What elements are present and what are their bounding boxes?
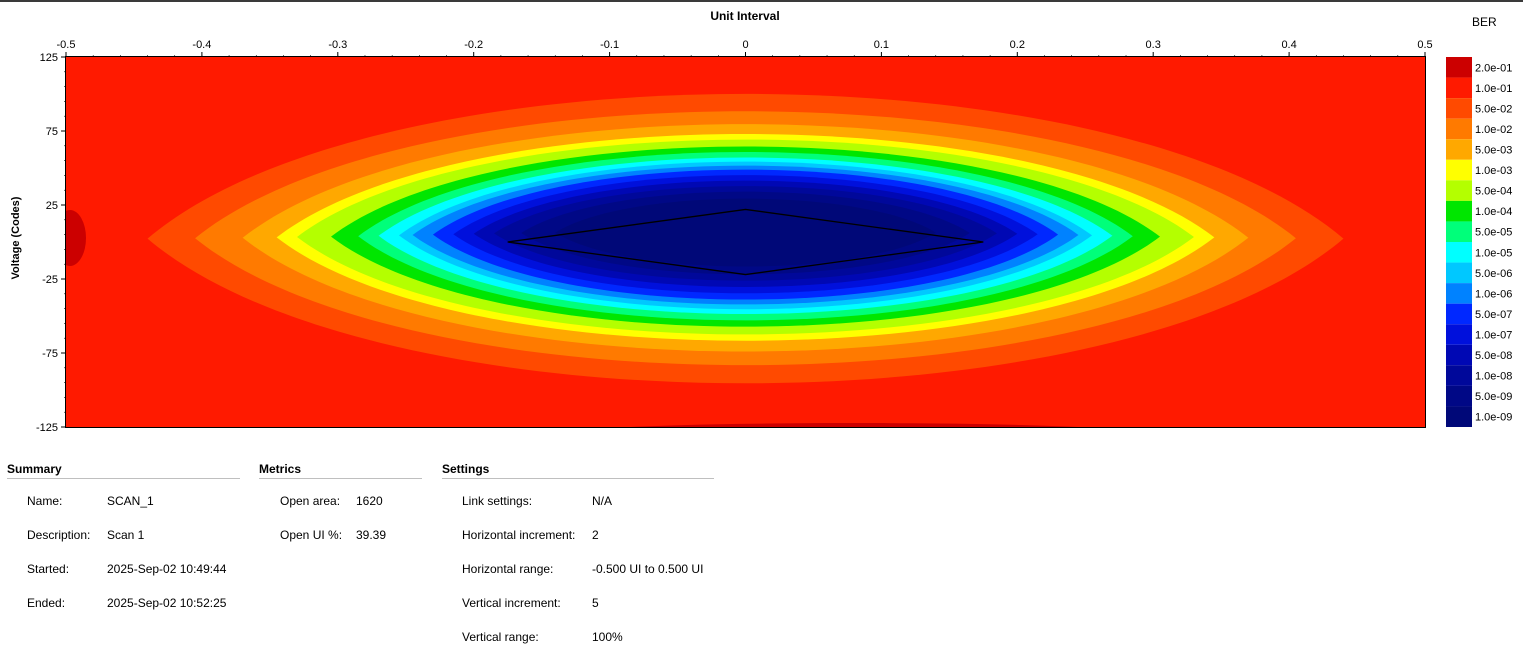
summary-ended-value: 2025-Sep-02 10:52:25 [107, 596, 227, 610]
metrics-divider [259, 478, 422, 479]
legend-label: 1.0e-04 [1475, 206, 1512, 218]
heatmap-edge-bottom [630, 423, 1078, 427]
legend-label: 5.0e-04 [1475, 186, 1512, 198]
legend-swatch [1446, 262, 1472, 284]
legend-label: 5.0e-02 [1475, 103, 1512, 115]
y-tick-label: 75 [46, 126, 58, 138]
legend-label: 1.0e-03 [1475, 165, 1512, 177]
legend-swatch [1446, 324, 1472, 345]
legend-label: 1.0e-07 [1475, 330, 1512, 342]
legend-swatch [1446, 180, 1472, 201]
summary-ended-label: Ended: [27, 596, 66, 610]
x-tick-label: 0.3 [1146, 39, 1161, 51]
summary-title: Summary [7, 462, 62, 476]
settings-v-range-label: Vertical range: [462, 630, 539, 644]
legend-swatch [1446, 200, 1472, 222]
x-tick-label: -0.2 [464, 39, 483, 51]
metrics-open-ui-label: Open UI %: [280, 528, 343, 542]
summary-name-value: SCAN_1 [107, 494, 154, 508]
x-tick-label: 0.4 [1281, 39, 1296, 51]
legend-swatch [1446, 303, 1472, 325]
legend-label: 5.0e-08 [1475, 350, 1512, 362]
legend-swatch [1446, 77, 1472, 99]
settings-divider [442, 478, 714, 479]
x-tick-label: 0.2 [1010, 39, 1025, 51]
legend-label: 1.0e-05 [1475, 247, 1512, 259]
legend-swatch [1446, 118, 1472, 140]
settings-h-increment-label: Horizontal increment: [462, 528, 576, 542]
legend-label: 5.0e-06 [1475, 268, 1512, 280]
legend-label: 5.0e-03 [1475, 145, 1512, 157]
y-tick-label: -75 [42, 348, 58, 360]
summary-started-label: Started: [27, 562, 70, 576]
legend-swatch [1446, 344, 1472, 366]
settings-v-increment-label: Vertical increment: [462, 596, 561, 610]
legend-label: 2.0e-01 [1475, 62, 1512, 74]
settings-link-value: N/A [592, 494, 613, 508]
legend-swatch [1446, 406, 1472, 427]
settings-h-increment-value: 2 [592, 528, 599, 542]
x-tick-label: 0.5 [1417, 39, 1432, 51]
legend-swatch [1446, 283, 1472, 304]
legend-label: 1.0e-01 [1475, 83, 1512, 95]
chart-title: Unit Interval [710, 9, 780, 23]
top-border [0, 0, 1523, 2]
metrics-open-ui-value: 39.39 [356, 528, 387, 542]
legend-swatch [1446, 221, 1472, 242]
metrics-open-area-label: Open area: [280, 494, 341, 508]
legend-swatch [1446, 365, 1472, 386]
x-tick-label: -0.5 [57, 39, 76, 51]
x-tick-label: -0.3 [328, 39, 347, 51]
settings-title: Settings [442, 462, 490, 476]
y-tick-label: 125 [40, 52, 58, 64]
legend-label: 1.0e-08 [1475, 371, 1512, 383]
x-tick-label: -0.1 [600, 39, 619, 51]
eye-diagram-heatmap [66, 57, 1425, 427]
settings-h-range-value: -0.500 UI to 0.500 UI [592, 562, 704, 576]
x-tick-label: 0.1 [874, 39, 889, 51]
legend-label: 1.0e-09 [1475, 412, 1512, 424]
legend-swatch [1446, 242, 1472, 263]
summary-description-value: Scan 1 [107, 528, 145, 542]
x-tick-label: -0.4 [192, 39, 211, 51]
legend-swatch [1446, 139, 1472, 160]
summary-description-label: Description: [27, 528, 91, 542]
legend-label: 1.0e-02 [1475, 124, 1512, 136]
settings-link-label: Link settings: [462, 494, 533, 508]
y-tick-label: -125 [36, 422, 58, 434]
legend-swatch [1446, 57, 1472, 78]
legend-label: 5.0e-09 [1475, 391, 1512, 403]
y-tick-label: 25 [46, 200, 58, 212]
heatmap-edge-left [66, 210, 86, 266]
legend-swatch [1446, 98, 1472, 119]
metrics-open-area-value: 1620 [356, 494, 383, 508]
chart-axes: -0.5 -0.4 -0.3 -0.2 -0.1 0 0.1 0.2 0.3 0.4 0.5 125 7… [36, 39, 1433, 434]
summary-name-label: Name: [27, 494, 63, 508]
settings-v-range-value: 100% [592, 630, 623, 644]
legend-label: 5.0e-05 [1475, 227, 1512, 239]
summary-divider [7, 478, 240, 479]
legend-label: 1.0e-06 [1475, 288, 1512, 300]
settings-h-range-label: Horizontal range: [462, 562, 554, 576]
contour-1.0e-09 [555, 198, 936, 267]
x-tick-label: 0 [742, 39, 748, 51]
ber-legend: 2.0e-01 1.0e-01 5.0e-02 1.0e-02 5.0e-03 1.0e-… [1446, 57, 1512, 427]
y-tick-label: -25 [42, 274, 58, 286]
legend-label: 5.0e-07 [1475, 309, 1512, 321]
metrics-title: Metrics [259, 462, 302, 476]
legend-title: BER [1472, 15, 1497, 29]
summary-started-value: 2025-Sep-02 10:49:44 [107, 562, 227, 576]
legend-swatch [1446, 159, 1472, 181]
plot-frame [65, 56, 1426, 428]
legend-swatch [1446, 385, 1472, 407]
eye-opening-diamond [507, 208, 984, 276]
settings-v-increment-value: 5 [592, 596, 599, 610]
